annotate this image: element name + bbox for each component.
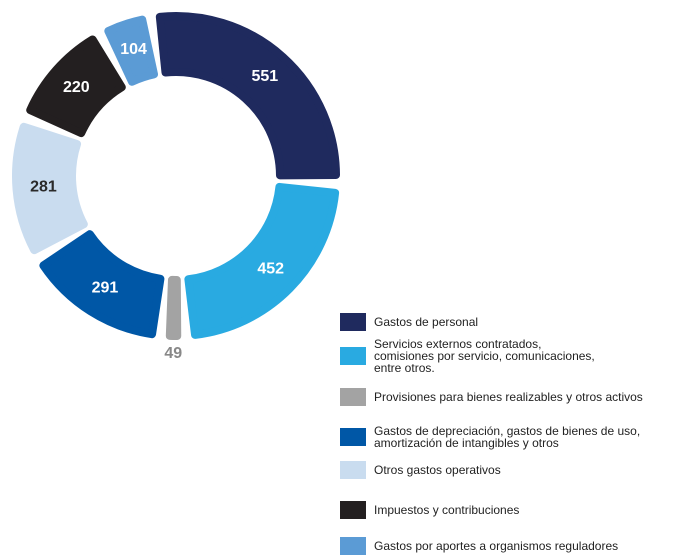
donut-slice	[184, 182, 340, 339]
legend-label: Gastos de depreciación, gastos de bienes…	[374, 424, 641, 450]
legend-item: Gastos de depreciación, gastos de bienes…	[340, 416, 640, 458]
value-label: 220	[63, 79, 90, 96]
value-label: 49	[164, 345, 182, 362]
legend-swatch	[340, 537, 366, 555]
legend-item: Provisiones para bienes realizables y ot…	[340, 376, 643, 418]
donut-slice	[12, 122, 88, 255]
legend-swatch	[340, 347, 366, 365]
legend-item: Gastos por aportes a organismos regulado…	[340, 525, 618, 555]
legend-item: Otros gastos operativos	[340, 449, 501, 491]
legend-swatch	[340, 461, 366, 479]
value-label: 281	[30, 178, 57, 195]
legend-label: Provisiones para bienes realizables y ot…	[374, 390, 643, 404]
legend-label: Impuestos y contribuciones	[374, 503, 520, 517]
legend-item: Impuestos y contribuciones	[340, 489, 519, 531]
legend-swatch	[340, 388, 366, 406]
value-label: 104	[120, 41, 147, 58]
value-label: 291	[92, 280, 119, 297]
legend-swatch	[340, 313, 366, 331]
value-label: 551	[251, 68, 278, 85]
donut-slice	[155, 12, 340, 180]
donut-slice	[165, 275, 182, 340]
legend-label: Otros gastos operativos	[374, 463, 501, 477]
value-label: 452	[257, 261, 284, 278]
legend-swatch	[340, 428, 366, 446]
donut-slice	[39, 230, 165, 339]
donut-slice	[26, 35, 126, 138]
legend-label: Gastos de personal	[374, 315, 479, 329]
legend-label: Servicios externos contratados, comision…	[374, 337, 595, 375]
donut-slice	[104, 15, 159, 86]
legend-item: Gastos de personal	[340, 301, 478, 343]
legend-swatch	[340, 501, 366, 519]
legend-label: Gastos por aportes a organismos regulado…	[374, 539, 619, 553]
legend-item: Servicios externos contratados, comision…	[340, 335, 595, 377]
